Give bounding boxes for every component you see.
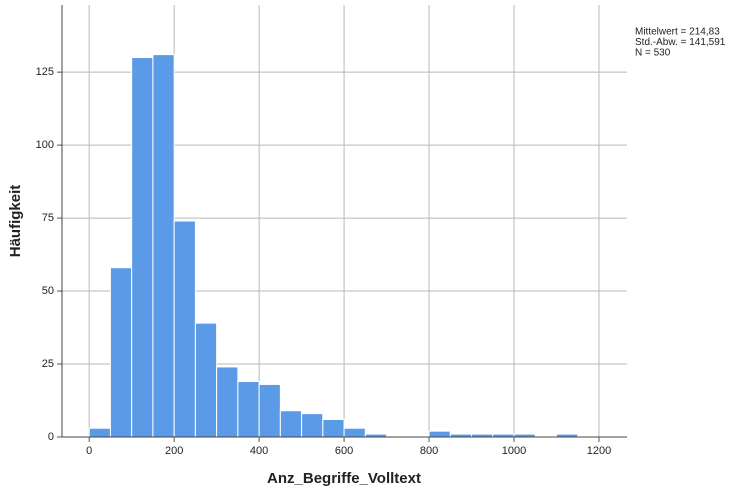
bar — [152, 54, 175, 438]
bar — [322, 418, 345, 438]
x-tick-label: 1200 — [587, 445, 611, 457]
x-tick-label: 400 — [250, 445, 268, 457]
x-tick-label: 800 — [420, 445, 438, 457]
bar — [279, 410, 303, 438]
bar — [301, 413, 324, 438]
bar — [216, 366, 239, 438]
y-tick-label: 75 — [42, 212, 54, 224]
y-tick-label: 100 — [36, 139, 54, 151]
bar — [131, 57, 154, 438]
bar — [88, 427, 111, 438]
x-tick-label: 200 — [165, 445, 183, 457]
x-axis-label: Anz_Begriffe_Volltext — [267, 470, 421, 487]
y-tick-label: 25 — [42, 358, 54, 370]
bar — [194, 322, 218, 438]
statistic: Std.-Abw. = 141,591 — [635, 37, 726, 48]
y-tick-label: 125 — [36, 66, 54, 78]
x-tick-label: 1000 — [502, 445, 526, 457]
x-tick-label: 600 — [335, 445, 353, 457]
bar — [428, 430, 451, 438]
y-tick-label: 0 — [48, 431, 54, 443]
y-tick-label: 50 — [42, 285, 54, 297]
bar — [109, 267, 133, 438]
bar — [173, 220, 196, 438]
x-tick-label: 0 — [86, 445, 92, 457]
bar — [343, 427, 366, 438]
statistic: Mittelwert = 214,83 — [635, 27, 720, 38]
bar — [237, 381, 260, 438]
bar — [258, 383, 281, 438]
statistic: N = 530 — [635, 48, 671, 59]
y-axis-label: Häufigkeit — [7, 185, 24, 258]
